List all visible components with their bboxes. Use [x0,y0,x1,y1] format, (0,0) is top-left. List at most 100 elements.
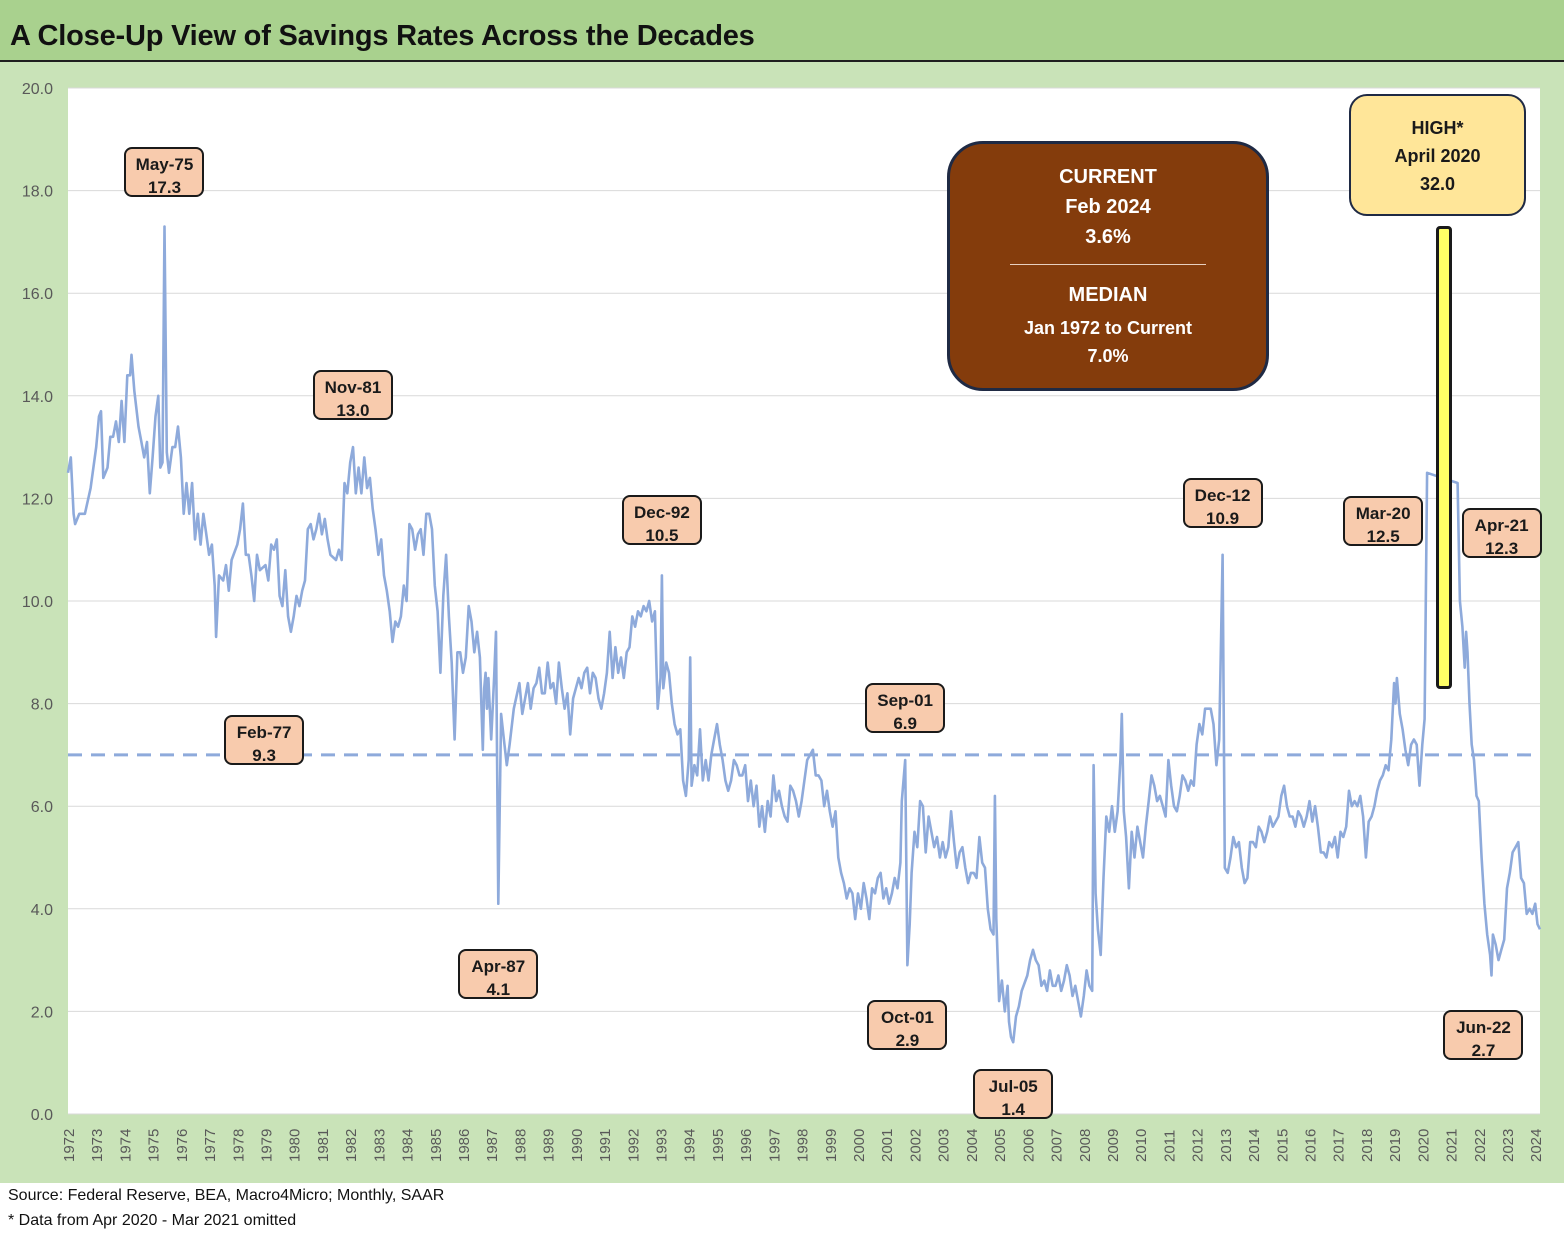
x-tick-label: 1983 [371,1129,388,1162]
callout-value: 13.0 [336,401,370,421]
x-tick-label: 2023 [1500,1129,1517,1162]
x-tick-label: 2002 [907,1129,924,1162]
x-tick-label: 1977 [202,1129,219,1162]
callout-jun-22: Jun-22 2.7 [1443,1010,1524,1061]
x-tick-label: 1999 [823,1129,840,1162]
x-tick-label: 2022 [1472,1129,1489,1162]
y-tick-label: 20.0 [22,81,53,98]
callout-mar-20: Mar-20 12.5 [1343,495,1424,546]
y-tick-label: 2.0 [31,1004,53,1021]
y-tick-label: 16.0 [22,286,53,303]
callout-date: Apr-21 [1474,516,1529,535]
callout-value: 10.9 [1206,508,1240,528]
source-note: Source: Federal Reserve, BEA, Macro4Micr… [8,1187,445,1204]
x-axis-tick-labels: 1972 1973 1974 1975 1976 1977 1978 1979 1980 1981… [61,1129,1545,1162]
callout-date: Feb-77 [236,722,292,742]
x-tick-label: 1992 [625,1129,642,1162]
callout-nov-81: Nov-81 13.0 [312,370,393,421]
callout-value: 1.4 [1001,1100,1026,1120]
x-tick-label: 1978 [230,1129,247,1162]
x-tick-label: 1993 [654,1129,671,1162]
callout-apr-87: Apr-87 4.1 [458,948,539,999]
callout-date: Sep-01 [877,691,934,711]
x-tick-label: 2003 [936,1129,953,1162]
callout-dec-12: Dec-12 10.9 [1182,477,1263,528]
current-value: 3.6% [1085,226,1131,248]
median-period: Jan 1972 to Current [1023,318,1193,338]
x-tick-label: 2014 [1246,1129,1263,1162]
callout-date: Oct-01 [880,1008,934,1028]
y-tick-label: 6.0 [31,799,53,816]
current-date: Feb 2024 [1065,196,1151,218]
callout-date: Mar-20 [1355,503,1411,523]
x-tick-label: 2004 [964,1129,981,1162]
callout-value: 2.9 [895,1031,920,1051]
high-marker-bar [1436,226,1452,689]
x-tick-label: 1998 [795,1129,812,1162]
x-tick-label: 1991 [597,1129,614,1162]
high-value: 32.0 [1419,174,1456,194]
callout-value: 9.3 [252,745,276,765]
x-tick-label: 2019 [1387,1129,1404,1162]
x-tick-label: 2015 [1274,1129,1291,1162]
x-tick-label: 2018 [1359,1129,1376,1162]
callout-feb-77: Feb-77 9.3 [224,714,305,765]
x-tick-label: 2011 [1161,1130,1178,1162]
x-tick-label: 1995 [710,1129,727,1162]
y-tick-label: 8.0 [31,697,53,714]
x-tick-label: 1994 [682,1129,699,1162]
y-tick-label: 10.0 [22,594,53,611]
box-divider [1010,264,1206,265]
callout-date: Dec-12 [1194,485,1251,505]
callout-oct-01: Oct-01 2.9 [867,1000,948,1051]
title-bar: A Close-Up View of Savings Rates Across … [0,0,1564,62]
callout-apr-21: Apr-21 12.3 [1461,508,1542,558]
callout-sep-01: Sep-01 6.9 [865,683,946,734]
current-median-box: CURRENT Feb 2024 3.6% MEDIAN Jan 1972 to… [947,141,1269,391]
x-tick-label: 2020 [1415,1129,1432,1162]
x-tick-label: 2021 [1444,1129,1461,1162]
callout-date: Apr-87 [471,956,526,976]
callout-value: 2.7 [1471,1041,1496,1061]
median-heading: MEDIAN [1068,284,1148,306]
callout-date: Jul-05 [988,1077,1038,1097]
callout-date: May-75 [135,154,194,174]
x-tick-label: 1985 [428,1129,445,1162]
y-tick-label: 0.0 [31,1107,53,1124]
x-tick-label: 1972 [61,1129,78,1162]
current-heading: CURRENT [1059,166,1157,188]
callout-value: 6.9 [893,714,917,734]
x-tick-label: 2001 [879,1129,896,1162]
x-tick-label: 1986 [456,1129,473,1162]
x-tick-label: 1979 [259,1129,276,1162]
callout-date: Dec-92 [634,503,690,523]
x-tick-label: 1973 [89,1129,106,1162]
x-tick-label: 1990 [569,1129,586,1162]
high-date: April 2020 [1394,146,1481,166]
callout-value: 12.3 [1485,539,1519,558]
y-axis-tick-labels: 0.0 2.0 4.0 6.0 8.0 10.0 12.0 14.0 16.0 18.0 20.0 [22,81,53,1124]
x-tick-label: 2017 [1331,1129,1348,1162]
x-tick-label: 1984 [400,1129,417,1162]
x-tick-label: 2013 [1218,1129,1235,1162]
x-tick-label: 2010 [1133,1129,1150,1162]
x-tick-label: 1974 [117,1129,134,1162]
x-tick-label: 1975 [146,1129,163,1162]
y-tick-label: 18.0 [22,184,53,201]
y-tick-label: 12.0 [22,491,53,508]
x-tick-label: 1976 [174,1129,191,1162]
callout-value: 4.1 [486,979,511,999]
x-tick-label: 2016 [1302,1129,1319,1162]
x-tick-label: 1996 [738,1129,755,1162]
x-tick-label: 2008 [1077,1129,1094,1162]
x-tick-label: 2009 [1105,1129,1122,1162]
x-tick-label: 1982 [343,1129,360,1162]
x-tick-label: 2012 [1190,1129,1207,1162]
gridlines [68,87,1540,1115]
y-tick-label: 14.0 [22,389,53,406]
callout-jul-05: Jul-05 1.4 [973,1069,1054,1120]
x-tick-label: 1980 [287,1129,304,1162]
y-tick-label: 4.0 [31,902,53,919]
callout-value: 12.5 [1366,526,1400,546]
